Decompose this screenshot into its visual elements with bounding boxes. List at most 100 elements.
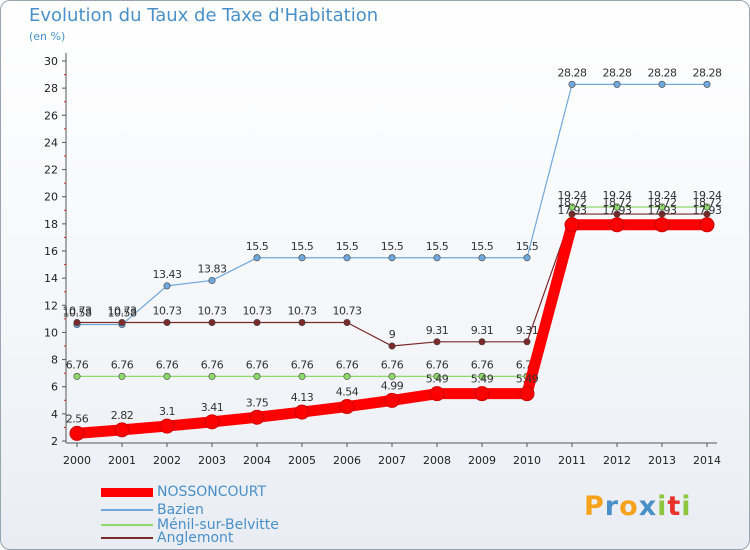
data-point xyxy=(298,254,306,262)
y-tick-label: 20 xyxy=(44,191,58,204)
y-tick-label: 10 xyxy=(44,326,58,339)
y-tick-label: 30 xyxy=(44,55,58,68)
data-point xyxy=(658,80,666,88)
data-label: 17.93 xyxy=(693,204,722,217)
x-tick-label: 2006 xyxy=(333,454,361,467)
data-point xyxy=(204,414,220,430)
data-label: 18.72 xyxy=(693,196,722,209)
legend-item: Anglemont xyxy=(101,531,233,545)
data-point xyxy=(523,254,531,262)
data-point xyxy=(118,372,126,380)
data-label: 10.73 xyxy=(108,305,137,318)
data-point xyxy=(73,319,81,327)
x-tick-label: 2012 xyxy=(603,454,631,467)
data-label: 17.93 xyxy=(603,204,632,217)
x-tick-label: 2000 xyxy=(63,454,91,467)
logo-letter: P xyxy=(584,491,605,522)
data-point xyxy=(519,386,535,402)
x-tick-label: 2011 xyxy=(558,454,586,467)
chart-subtitle: (en %) xyxy=(29,30,66,43)
data-label: 10.73 xyxy=(333,305,362,318)
y-tick-label: 16 xyxy=(44,245,58,258)
data-point xyxy=(568,203,576,211)
data-point xyxy=(658,203,666,211)
data-label: 10.58 xyxy=(108,307,137,320)
data-label: 6.76 xyxy=(381,358,404,371)
legend-swatch xyxy=(101,509,153,511)
y-tick-label: 22 xyxy=(44,164,58,177)
data-label: 9.31 xyxy=(426,324,449,337)
data-label: 18.72 xyxy=(603,196,632,209)
data-label: 28.28 xyxy=(603,66,632,79)
data-label: 3.75 xyxy=(246,396,269,409)
data-point xyxy=(478,338,486,346)
data-label: 19.24 xyxy=(648,189,677,202)
data-label: 19.24 xyxy=(558,189,587,202)
y-tick-label: 4 xyxy=(51,408,58,421)
data-label: 3.41 xyxy=(201,401,224,414)
data-label: 10.73 xyxy=(198,305,227,318)
data-label: 5.49 xyxy=(516,373,539,386)
data-point xyxy=(163,319,171,327)
logo-letter: t xyxy=(667,491,682,522)
data-label: 15.5 xyxy=(516,240,539,253)
logo-letter: o xyxy=(619,491,639,522)
data-label: 9 xyxy=(389,328,396,341)
data-label: 10.73 xyxy=(243,305,272,318)
data-label: 28.28 xyxy=(648,66,677,79)
data-label: 13.83 xyxy=(198,262,227,275)
y-tick-label: 8 xyxy=(51,354,58,367)
data-point xyxy=(699,217,715,233)
data-label: 6.76 xyxy=(111,358,134,371)
data-point xyxy=(388,372,396,380)
data-label: 19.24 xyxy=(603,189,632,202)
data-label: 10.58 xyxy=(63,307,92,320)
data-label: 3.1 xyxy=(159,405,175,418)
x-tick-label: 2002 xyxy=(153,454,181,467)
x-tick-label: 2003 xyxy=(198,454,226,467)
data-label: 6.76 xyxy=(336,358,359,371)
logo-letter: r xyxy=(604,491,620,522)
x-tick-label: 2001 xyxy=(108,454,136,467)
x-tick-label: 2013 xyxy=(648,454,676,467)
data-point xyxy=(613,80,621,88)
x-tick-label: 2014 xyxy=(693,454,721,467)
data-point xyxy=(343,319,351,327)
data-label: 6.76 xyxy=(291,358,314,371)
data-point xyxy=(478,254,486,262)
data-point xyxy=(564,217,580,233)
legend-label: Ménil-sur-Belvitte xyxy=(157,517,279,533)
data-label: 9.31 xyxy=(516,324,539,337)
data-point xyxy=(654,217,670,233)
data-point xyxy=(163,282,171,290)
data-label: 15.5 xyxy=(291,240,314,253)
data-point xyxy=(613,210,621,218)
data-point xyxy=(609,217,625,233)
data-point xyxy=(343,254,351,262)
data-point xyxy=(568,80,576,88)
data-point xyxy=(249,409,265,425)
x-tick-label: 2008 xyxy=(423,454,451,467)
legend-label: Anglemont xyxy=(157,530,234,546)
series-line-2 xyxy=(76,206,708,377)
data-point xyxy=(343,372,351,380)
data-label: 6.76 xyxy=(246,358,269,371)
data-point xyxy=(433,338,441,346)
data-label: 17.93 xyxy=(648,204,677,217)
data-point xyxy=(163,372,171,380)
y-tick-label: 26 xyxy=(44,109,58,122)
legend-swatch xyxy=(101,524,153,526)
data-point xyxy=(73,372,81,380)
data-point xyxy=(253,319,261,327)
legend-swatch xyxy=(101,537,153,539)
legend-label: NOSSONCOURT xyxy=(157,484,267,500)
data-label: 15.5 xyxy=(381,240,404,253)
data-point xyxy=(298,319,306,327)
y-tick-label: 28 xyxy=(44,82,58,95)
data-label: 15.5 xyxy=(336,240,359,253)
legend-swatch xyxy=(101,487,153,497)
data-label: 6.76 xyxy=(201,358,224,371)
data-point xyxy=(388,342,396,350)
data-point xyxy=(253,372,261,380)
data-label: 5.49 xyxy=(471,373,494,386)
